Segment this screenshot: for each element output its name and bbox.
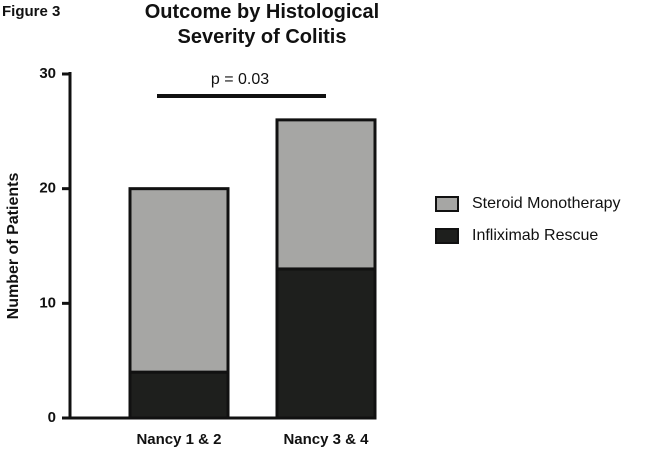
figure-label: Figure 3: [2, 3, 60, 20]
bar-segment: [275, 118, 377, 271]
y-tick-label: 20: [39, 180, 56, 197]
legend-label: Infliximab Rescue: [472, 227, 598, 244]
legend-swatch: [435, 196, 459, 212]
y-tick-label: 30: [39, 65, 56, 82]
x-tick-label: Nancy 1 & 2: [136, 431, 221, 448]
y-tick-label: 10: [39, 294, 56, 311]
legend-swatch: [435, 228, 459, 244]
legend-label: Steroid Monotherapy: [472, 195, 621, 212]
x-tick-label: Nancy 3 & 4: [283, 431, 369, 448]
chart-title: Outcome by Histological Severity of Coli…: [144, 1, 380, 48]
bar-segment: [128, 187, 230, 374]
y-tick-label: 0: [48, 409, 56, 426]
p-value: p = 0.03: [211, 71, 269, 88]
bar-segment: [128, 370, 230, 420]
bar-segment: [275, 267, 377, 420]
y-axis-label: Number of Patients: [5, 173, 22, 320]
